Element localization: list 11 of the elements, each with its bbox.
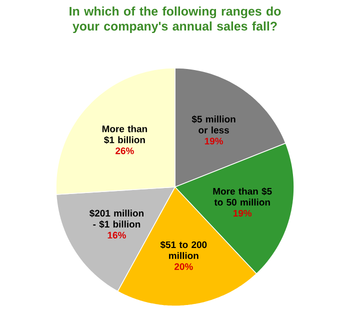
data-label: 16% — [108, 232, 126, 238]
data-label: 19% — [233, 210, 252, 217]
slice-label: More than $5 to 50 million — [213, 188, 272, 206]
data-label: 20% — [174, 263, 193, 270]
data-label: 26% — [116, 147, 134, 154]
slice-label: More than $1 billion — [102, 125, 147, 144]
data-label: 19% — [204, 138, 224, 144]
chart-title: In which of the following ranges do your company's annual sales fall? — [70, 6, 281, 34]
slice-label: $51 to 200 million — [160, 240, 207, 260]
slice-label: $5 million or less — [192, 115, 236, 134]
slice-label: $201 million - $1 billion — [90, 209, 144, 228]
